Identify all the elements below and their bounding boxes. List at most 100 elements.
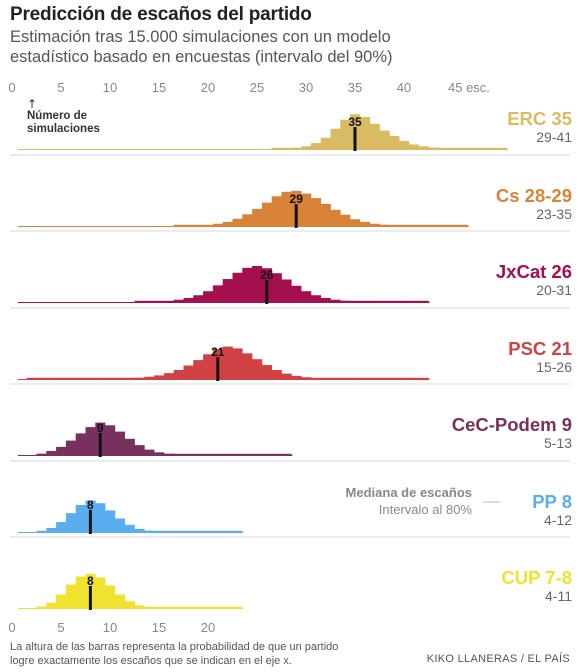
distribution-bar	[193, 606, 204, 608]
party-interval: 29-41	[536, 129, 572, 145]
distribution-bar	[457, 224, 469, 226]
distribution-bar	[428, 224, 439, 226]
distribution-bar	[144, 376, 155, 379]
distribution-bar	[154, 606, 165, 608]
median-value-label: 21	[211, 345, 225, 359]
distribution-bar	[95, 377, 106, 379]
party-name: CeC-Podem	[452, 414, 562, 435]
distribution-bar	[105, 585, 116, 608]
distribution-bar	[173, 530, 184, 532]
party-label: PP 8	[532, 491, 572, 512]
top-tick-label: 10	[103, 80, 117, 95]
distribution-bar	[369, 123, 380, 149]
distribution-bar	[301, 291, 312, 302]
y-annotation-line: simulaciones	[27, 123, 100, 135]
distribution-bar	[134, 377, 145, 379]
distribution-bar	[144, 530, 155, 532]
distribution-bar	[389, 377, 400, 379]
distribution-bar	[75, 377, 86, 379]
distribution-bar	[154, 375, 165, 379]
distribution-bar	[467, 147, 478, 149]
median-value-label: 8	[87, 498, 94, 512]
distribution-bar	[330, 209, 341, 226]
distribution-bar	[448, 224, 459, 226]
distribution-bar	[75, 576, 86, 608]
party-interval: 23-35	[536, 206, 572, 222]
distribution-bar	[418, 224, 429, 226]
distribution-bar	[203, 224, 214, 226]
legend-median-label: Mediana de escaños	[346, 485, 472, 500]
distribution-bar	[203, 530, 214, 532]
distribution-bar	[438, 224, 449, 226]
distribution-bar	[232, 606, 243, 608]
distribution-bar	[56, 594, 67, 608]
chart-subtitle: Estimación tras 15.000 simulaciones con …	[10, 28, 393, 66]
distribution-bar	[320, 203, 331, 226]
bottom-tick-label: 15	[152, 620, 166, 635]
distribution-bar	[193, 530, 204, 532]
distribution-bar	[291, 375, 302, 379]
distribution-bar	[340, 214, 351, 226]
party-label: Cs 28-29	[496, 185, 572, 206]
distribution-bar	[134, 300, 145, 302]
y-annotation-arrow: ↑	[27, 97, 37, 111]
top-tick-label: 45 esc.	[448, 80, 490, 95]
distribution-bar	[281, 279, 292, 302]
distribution-bar	[261, 453, 273, 455]
party-estimate: 9	[562, 414, 572, 435]
top-axis: 0 5 10 15 20 25 30 35 40 45 esc.	[8, 80, 490, 95]
distribution-bar	[242, 214, 253, 226]
party-panel-cec-podem: 9 CeC-Podem 95-13	[10, 383, 572, 457]
distribution-bar	[271, 196, 282, 226]
distribution-bar	[144, 300, 155, 302]
party-estimate: 26	[551, 261, 572, 282]
distribution-bar	[359, 377, 371, 379]
distribution-bar	[105, 425, 116, 455]
top-tick-label: 35	[348, 80, 362, 95]
distribution-bar	[163, 530, 175, 532]
distribution-bar	[46, 377, 57, 379]
party-name: CUP	[501, 567, 545, 588]
party-interval: 5-13	[544, 435, 572, 451]
distribution-bar	[301, 377, 312, 379]
distribution-bar	[291, 147, 302, 149]
top-tick-label: 0	[8, 80, 15, 95]
distribution-bar	[379, 130, 390, 149]
distribution-bar	[418, 300, 429, 302]
distribution-bar	[252, 359, 263, 379]
median-marker	[98, 433, 102, 457]
distribution-bar	[124, 438, 135, 455]
distribution-bar	[291, 285, 302, 302]
distribution-bar	[359, 221, 371, 226]
distribution-bar	[144, 606, 155, 608]
distribution-bar	[212, 606, 224, 608]
distribution-bar	[183, 606, 194, 608]
distribution-bar	[85, 427, 96, 455]
distribution-bar	[340, 377, 351, 379]
distribution-bar	[242, 353, 253, 379]
distribution-bar	[124, 524, 135, 532]
distribution-bar	[418, 146, 429, 149]
top-tick-label: 30	[299, 80, 313, 95]
distribution-bar	[124, 377, 135, 379]
distribution-bar	[379, 377, 390, 379]
party-panel-pp: 8 PP 84-12	[10, 460, 572, 534]
distribution-bar	[193, 360, 204, 379]
distribution-bar	[124, 601, 135, 608]
distribution-bar	[203, 606, 214, 608]
distribution-bar	[232, 453, 243, 455]
distribution-bar	[114, 377, 126, 379]
distribution-bar	[163, 606, 175, 608]
distribution-bar	[114, 594, 126, 608]
distribution-bar	[252, 266, 263, 302]
distribution-bar	[114, 518, 126, 532]
distribution-bar	[222, 530, 233, 532]
distribution-bar	[359, 300, 371, 302]
distribution-bar	[95, 577, 106, 608]
party-interval: 4-12	[544, 512, 572, 528]
distribution-bar	[212, 285, 224, 302]
distribution-bar	[173, 224, 184, 226]
bottom-tick-label: 10	[103, 620, 117, 635]
